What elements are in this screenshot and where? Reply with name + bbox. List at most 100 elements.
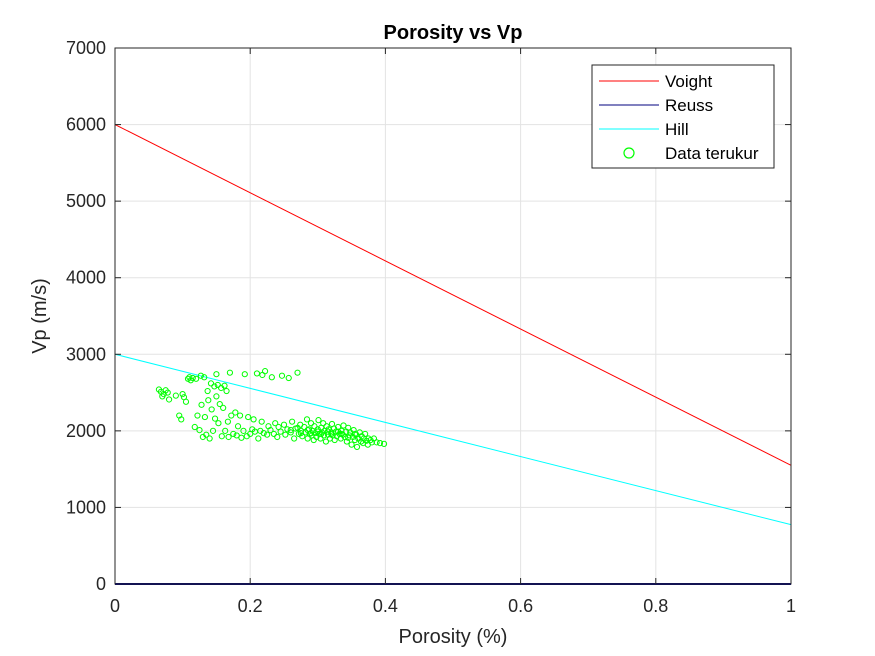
- x-tick-label: 1: [786, 596, 796, 616]
- scatter-point: [334, 423, 342, 431]
- scatter-point: [328, 430, 335, 438]
- scatter-point: [351, 430, 359, 438]
- scatter-point: [221, 382, 228, 389]
- scatter-point: [294, 424, 301, 431]
- legend-entry-label: Hill: [665, 120, 689, 139]
- scatter-point: [284, 426, 291, 433]
- x-tick-label: 0.6: [508, 596, 533, 616]
- scatter-point: [311, 423, 318, 430]
- scatter-point: [208, 406, 215, 413]
- scatter-point: [304, 426, 311, 434]
- scatter-point: [261, 368, 269, 375]
- scatter-point: [240, 427, 247, 434]
- scatter-point: [178, 416, 185, 423]
- scatter-point: [220, 404, 227, 411]
- y-tick-label: 0: [96, 574, 106, 594]
- plot-frame: [114, 47, 792, 585]
- scatter-point: [218, 433, 225, 440]
- scatter-point: [194, 412, 201, 419]
- y-tick-label: 5000: [66, 191, 106, 211]
- scatter-point: [238, 434, 245, 441]
- scatter-point: [297, 430, 304, 437]
- scatter-point: [201, 374, 208, 381]
- scatter-point: [206, 435, 213, 442]
- scatter-point: [380, 440, 388, 447]
- scatter-point: [285, 374, 292, 382]
- x-tick-label: 0: [110, 596, 120, 616]
- scatter-point: [255, 435, 262, 442]
- series-line-hill: [114, 353, 792, 526]
- y-tick-label: 6000: [66, 115, 106, 135]
- scatter-point: [315, 417, 322, 424]
- scatter-point: [307, 420, 315, 427]
- scatter-point: [253, 370, 261, 377]
- legend-box: [591, 64, 775, 169]
- scatter-point: [338, 430, 345, 438]
- legend-entry-label: Voight: [665, 72, 713, 91]
- scatter-point: [179, 391, 186, 398]
- scatter-point: [330, 425, 338, 432]
- scatter-point: [196, 426, 203, 434]
- scatter-point: [197, 372, 204, 379]
- scatter-point: [274, 433, 281, 441]
- y-axis-label: Vp (m/s): [29, 278, 51, 354]
- scatter-point: [193, 375, 200, 382]
- scatter-point: [241, 371, 248, 378]
- scatter-point: [343, 438, 350, 445]
- x-tick-label: 0.2: [238, 596, 263, 616]
- x-axis-ticks: 0 0.2 0.4 0.6 0.8 1: [110, 48, 796, 616]
- scatter-point: [205, 397, 212, 404]
- scatter-point: [223, 387, 230, 395]
- legend-swatch: [623, 147, 635, 159]
- scatter-point: [294, 369, 301, 376]
- scatter-point: [353, 443, 361, 451]
- scatter-point: [340, 422, 347, 429]
- scatter-point: [164, 389, 171, 396]
- scatter-point: [376, 440, 384, 447]
- scatter-point: [234, 423, 242, 430]
- scatter-point: [303, 416, 311, 423]
- scatter-point: [214, 381, 221, 389]
- scatter-point: [233, 432, 240, 439]
- scatter-point: [172, 392, 179, 399]
- scatter-point: [182, 398, 190, 405]
- scatter-point: [278, 372, 286, 379]
- scatter-point: [317, 435, 324, 442]
- scatter-point: [345, 434, 352, 441]
- scatter-point: [258, 418, 265, 425]
- scatter-point: [348, 441, 355, 448]
- scatter-point: [289, 418, 296, 425]
- scatter-point: [236, 412, 244, 419]
- scatter-point: [211, 383, 218, 390]
- y-tick-label: 7000: [66, 38, 106, 58]
- scatter-point: [209, 427, 217, 434]
- y-tick-label: 4000: [66, 268, 106, 288]
- scatter-point: [203, 431, 210, 438]
- scatter-point: [272, 420, 279, 427]
- scatter-point: [282, 431, 289, 438]
- scatter-point: [277, 428, 284, 435]
- scatter-point: [224, 418, 231, 425]
- scatter-point: [213, 393, 220, 400]
- scatter-point: [318, 430, 325, 438]
- scatter-point: [287, 429, 294, 436]
- scatter-points: [155, 368, 388, 451]
- scatter-point: [204, 387, 211, 395]
- scatter-point: [222, 427, 229, 434]
- scatter-point: [225, 433, 232, 441]
- scatter-point: [270, 430, 277, 438]
- scatter-point: [320, 420, 327, 427]
- y-tick-label: 2000: [66, 421, 106, 441]
- y-tick-label: 3000: [66, 344, 106, 364]
- chart-title: Porosity vs Vp: [384, 22, 523, 44]
- scatter-point: [191, 423, 198, 431]
- scatter-point: [291, 435, 298, 442]
- scatter-point: [232, 409, 239, 416]
- x-tick-label: 0.8: [643, 596, 668, 616]
- scatter-point: [362, 430, 369, 438]
- scatter-point: [245, 413, 252, 421]
- scatter-point: [350, 426, 357, 434]
- scatter-point: [189, 374, 196, 382]
- scatter-point: [198, 401, 205, 408]
